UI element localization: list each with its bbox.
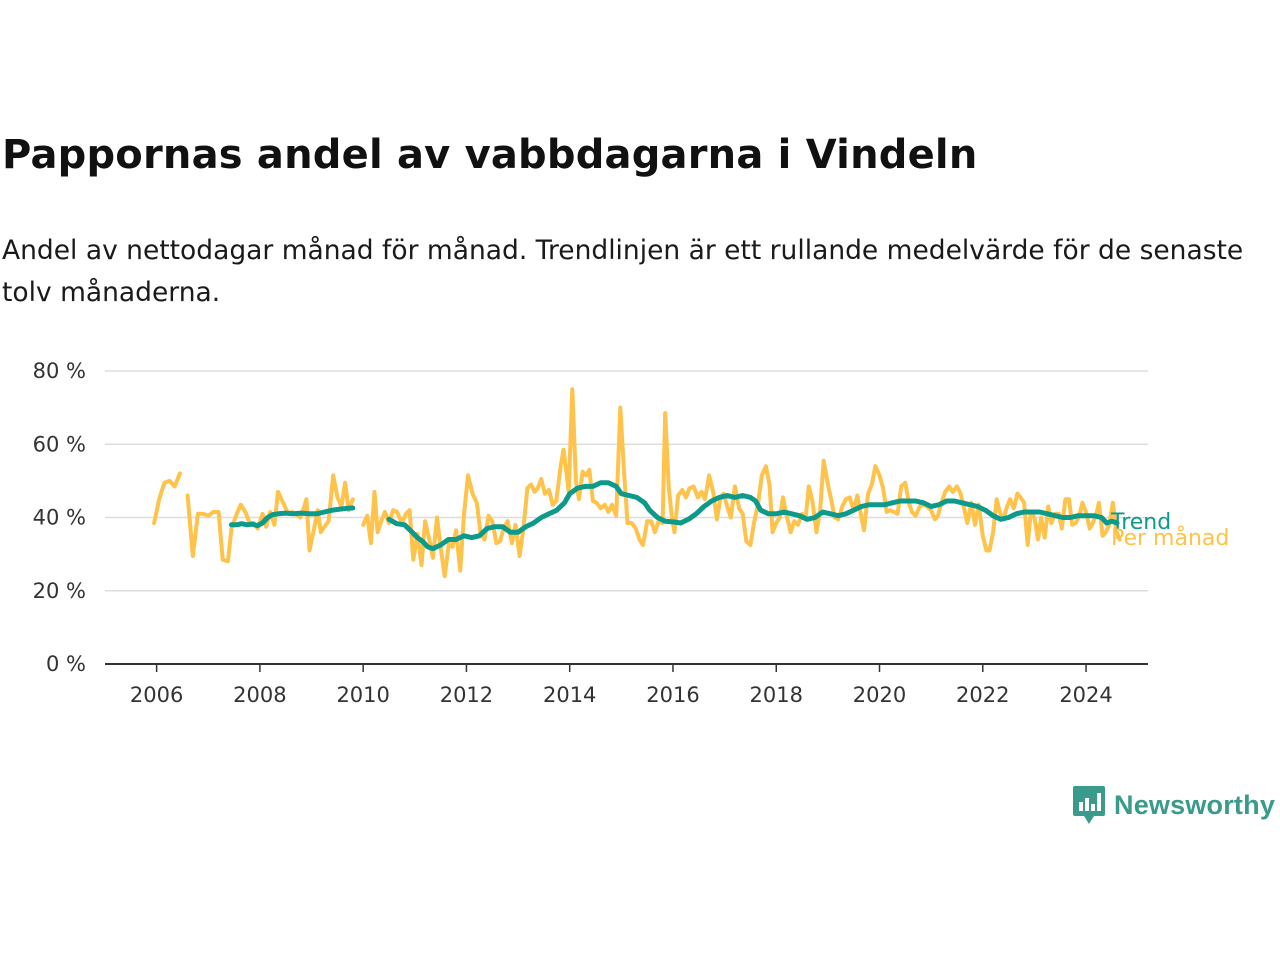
chart-title: Pappornas andel av vabbdagarna i Vindeln xyxy=(2,132,978,178)
x-tick-label: 2024 xyxy=(1059,683,1112,707)
y-axis-tick-labels: 0 % 20 % 40 % 60 % 80 % xyxy=(33,359,86,676)
newsworthy-logo: Newsworthy xyxy=(1072,784,1275,826)
monthly-series xyxy=(152,387,1122,579)
trend-series xyxy=(229,480,1120,552)
series-lines xyxy=(152,387,1122,579)
x-tick-label: 2022 xyxy=(956,683,1009,707)
x-axis xyxy=(105,663,1148,672)
x-tick-label: 2008 xyxy=(233,683,286,707)
x-axis-tick-labels: 2006 2008 2010 2012 2014 2016 2018 2020 2022 2024 xyxy=(130,683,1113,707)
monthly-line xyxy=(152,471,182,525)
monthly-series-label: Per månad xyxy=(1111,525,1229,551)
monthly-line xyxy=(185,473,355,564)
x-tick-label: 2016 xyxy=(646,683,699,707)
trend-line xyxy=(386,480,1120,552)
y-tick-label: 0 % xyxy=(46,652,86,676)
brand-name: Newsworthy xyxy=(1114,789,1276,820)
newsworthy-logo-icon xyxy=(1073,786,1105,824)
y-tick-label: 40 % xyxy=(33,506,86,530)
x-tick-label: 2018 xyxy=(750,683,803,707)
chart-subtitle: Andel av nettodagar månad för månad. Tre… xyxy=(2,235,1244,308)
trend-series-label: Trend xyxy=(1110,510,1171,535)
monthly-line xyxy=(361,387,1122,579)
line-chart: 0 % 20 % 40 % 60 % 80 % 2006 2008 2010 2012 2014… xyxy=(33,359,1230,707)
trend-line xyxy=(229,505,356,529)
x-tick-label: 2006 xyxy=(130,683,183,707)
y-tick-label: 60 % xyxy=(33,432,86,456)
x-tick-label: 2012 xyxy=(440,683,493,707)
x-tick-label: 2010 xyxy=(336,683,389,707)
y-tick-label: 20 % xyxy=(33,579,86,603)
y-tick-label: 80 % xyxy=(33,359,86,383)
x-tick-label: 2014 xyxy=(543,683,596,707)
x-tick-label: 2020 xyxy=(853,683,906,707)
